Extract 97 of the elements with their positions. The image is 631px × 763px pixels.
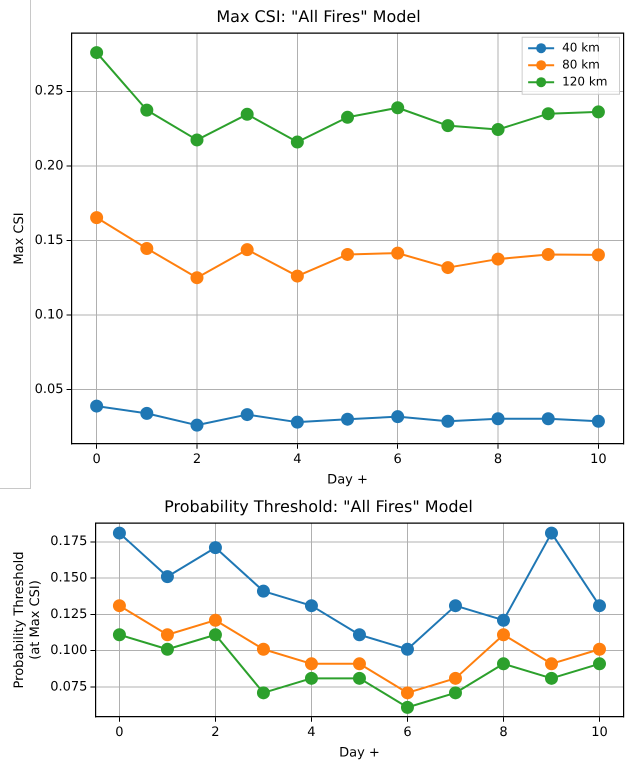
point xyxy=(90,46,104,60)
x-tick-label: 10 xyxy=(591,724,608,740)
point xyxy=(400,642,414,656)
x-tick-label: 2 xyxy=(192,452,202,467)
point xyxy=(448,686,462,700)
x-axis-title: Day + xyxy=(327,472,368,488)
point xyxy=(240,243,254,256)
point xyxy=(304,599,318,612)
point xyxy=(496,657,510,670)
point xyxy=(208,614,222,627)
y-tick-label: 0.150 xyxy=(50,570,88,586)
point xyxy=(190,418,204,432)
point xyxy=(400,700,414,714)
point xyxy=(140,406,154,420)
y-tick-label: 0.125 xyxy=(50,606,88,622)
y-axis-title: Probability Threshold (at Max CSI) xyxy=(12,552,43,688)
point xyxy=(90,211,104,224)
point xyxy=(391,101,404,114)
x-axis-title: Day + xyxy=(339,746,380,761)
x-tick-label: 8 xyxy=(499,724,508,740)
y-axis-title: Max CSI xyxy=(12,212,28,265)
point xyxy=(304,657,318,670)
point xyxy=(208,541,222,554)
point xyxy=(592,642,606,656)
point xyxy=(391,246,404,260)
x-tick-label: 6 xyxy=(403,724,412,740)
point xyxy=(542,248,555,261)
point xyxy=(542,107,555,120)
point xyxy=(160,628,174,642)
legend-label: 80 km xyxy=(562,57,600,72)
point xyxy=(240,108,254,121)
point xyxy=(492,412,505,426)
point xyxy=(441,119,454,132)
point xyxy=(448,599,462,612)
point xyxy=(240,408,254,422)
point xyxy=(140,242,154,255)
point xyxy=(341,110,354,124)
x-tick-label: 4 xyxy=(293,452,302,467)
point xyxy=(290,136,304,149)
point xyxy=(190,133,204,146)
point xyxy=(544,657,558,670)
y-tick-label: 0.075 xyxy=(50,679,88,694)
y-tick-label: 0.15 xyxy=(34,232,64,248)
point xyxy=(90,400,104,413)
legend-label: 120 km xyxy=(562,74,608,88)
y-tick-label: 0.10 xyxy=(34,307,64,322)
point xyxy=(341,412,354,426)
point xyxy=(256,584,270,598)
x-tick-label: 2 xyxy=(211,724,220,740)
point xyxy=(304,672,318,685)
point xyxy=(400,686,414,700)
point xyxy=(190,271,204,284)
point xyxy=(391,410,404,424)
x-tick-label: 4 xyxy=(307,724,316,740)
point xyxy=(592,599,606,612)
y-tick-label: 0.25 xyxy=(34,84,64,99)
point xyxy=(290,270,304,283)
point xyxy=(441,414,454,428)
point xyxy=(208,628,222,642)
point xyxy=(112,628,126,642)
x-tick-label: 0 xyxy=(92,452,101,467)
point xyxy=(256,642,270,656)
point xyxy=(352,672,366,685)
y-tick-label: 0.175 xyxy=(50,534,88,550)
point xyxy=(112,526,126,540)
point xyxy=(592,105,605,118)
chart-title: Max CSI: "All Fires" Model xyxy=(216,6,421,26)
point xyxy=(341,248,354,261)
point xyxy=(140,104,154,117)
point xyxy=(492,252,505,266)
x-tick-label: 10 xyxy=(590,452,607,467)
x-tick-label: 0 xyxy=(115,724,124,740)
legend-label: 40 km xyxy=(562,40,600,54)
point xyxy=(544,526,558,540)
point xyxy=(544,672,558,685)
point xyxy=(256,686,270,700)
point xyxy=(496,614,510,627)
point xyxy=(352,628,366,642)
point xyxy=(496,628,510,642)
y-tick-label: 0.20 xyxy=(34,158,64,174)
y-tick-label: 0.100 xyxy=(50,643,88,658)
point xyxy=(160,570,174,584)
point xyxy=(542,412,555,426)
point xyxy=(448,672,462,685)
point xyxy=(592,414,605,428)
point xyxy=(290,416,304,429)
point xyxy=(352,657,366,670)
chart-title: Probability Threshold: "All Fires" Model xyxy=(164,496,473,516)
point xyxy=(592,657,606,670)
x-tick-label: 6 xyxy=(394,452,402,467)
y-tick-label: 0.05 xyxy=(34,382,64,397)
point xyxy=(492,123,505,136)
point xyxy=(592,248,605,262)
point xyxy=(160,642,174,656)
point xyxy=(441,261,454,274)
point xyxy=(112,599,126,612)
x-tick-label: 8 xyxy=(494,452,502,467)
